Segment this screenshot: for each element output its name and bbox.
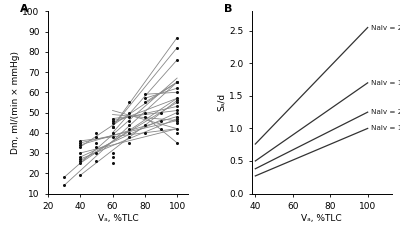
Text: A: A	[20, 4, 28, 14]
Y-axis label: Sₐ/d: Sₐ/d	[217, 93, 226, 111]
X-axis label: Vₐ, %TLC: Vₐ, %TLC	[98, 214, 138, 223]
Text: Nalv = 1.5; d = 0.6: Nalv = 1.5; d = 0.6	[372, 80, 400, 86]
X-axis label: Vₐ, %TLC: Vₐ, %TLC	[302, 214, 342, 223]
Y-axis label: Dm, ml/(min × mmHg): Dm, ml/(min × mmHg)	[11, 51, 20, 154]
Text: Nalv = 2; d = 0.5: Nalv = 2; d = 0.5	[372, 25, 400, 31]
Text: Nalv = 2; d = 1: Nalv = 2; d = 1	[372, 109, 400, 115]
Text: B: B	[224, 4, 232, 14]
Text: Nalv = 1; d = 1: Nalv = 1; d = 1	[372, 125, 400, 131]
